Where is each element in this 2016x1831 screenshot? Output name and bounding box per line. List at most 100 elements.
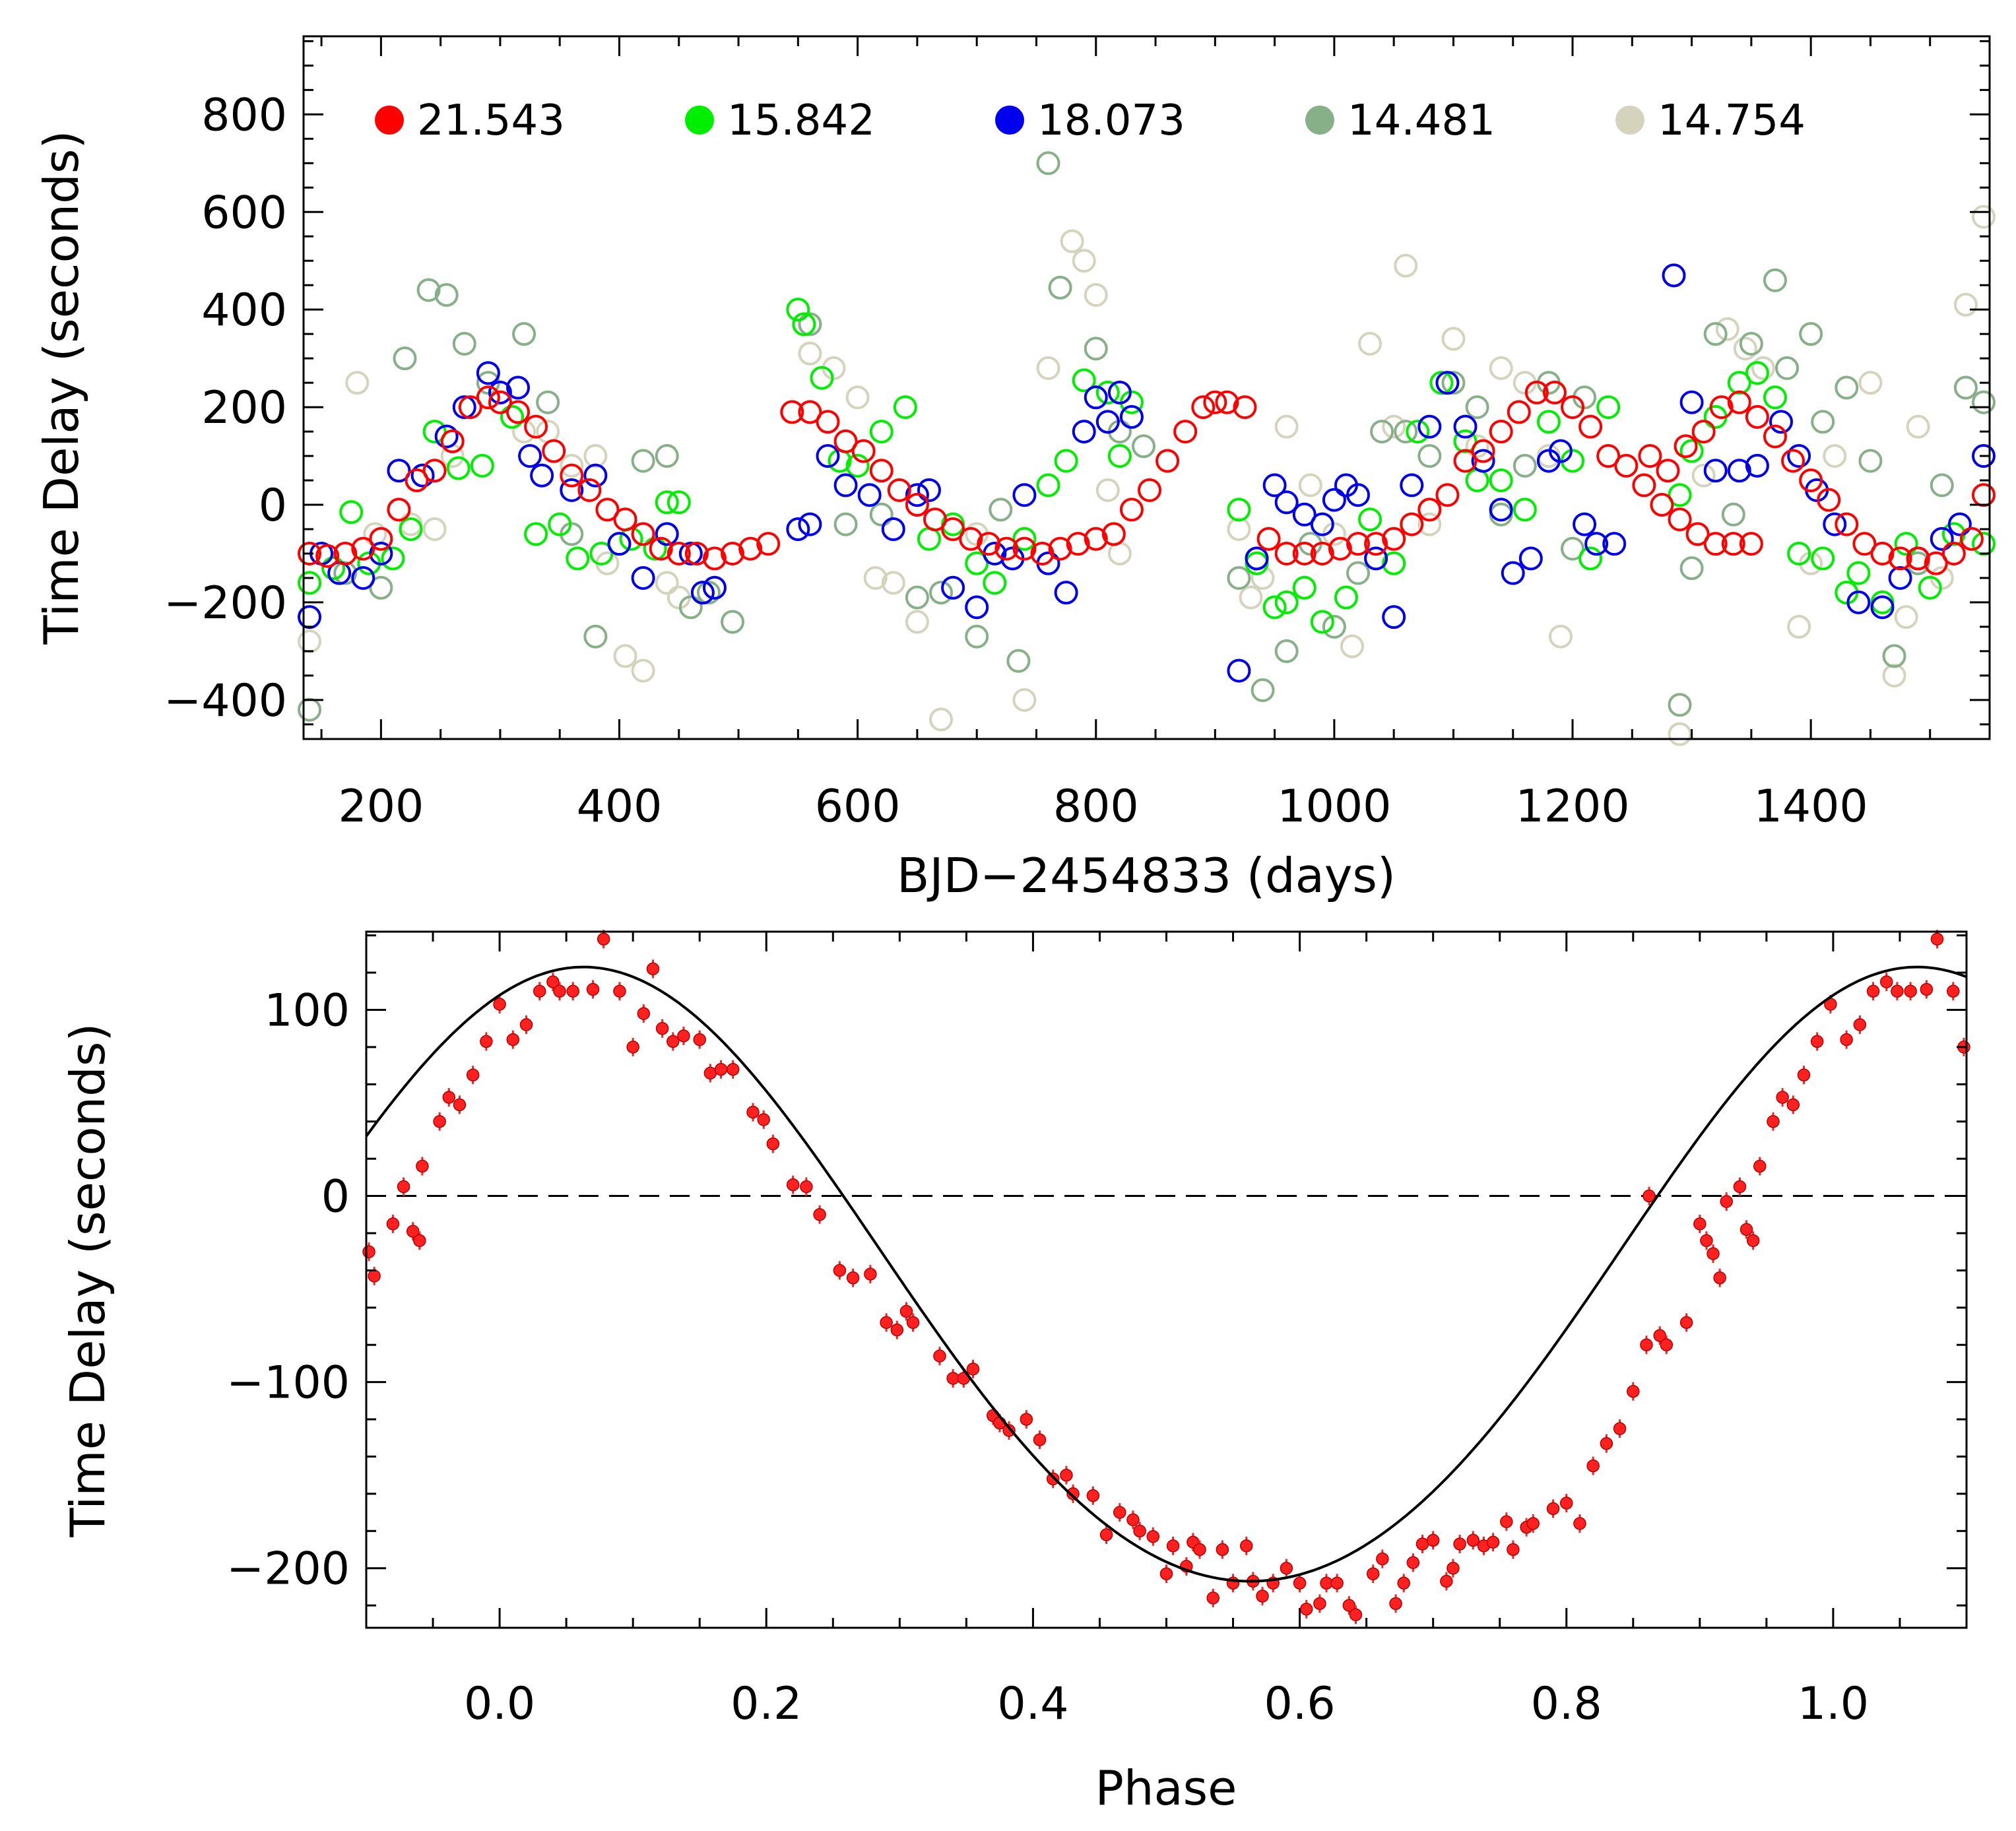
phase-data-point — [1486, 1535, 1500, 1549]
legend-swatch-14.481 — [1305, 106, 1334, 135]
legend-label-18.073: 18.073 — [1037, 96, 1185, 145]
data-point-15.842 — [1382, 551, 1406, 575]
data-point-18.073 — [905, 483, 929, 507]
phase-data-point — [864, 1268, 877, 1281]
data-point-15.842 — [339, 500, 364, 525]
data-point-15.842 — [1668, 483, 1692, 507]
data-point-18.073 — [1489, 498, 1513, 522]
phase-data-point — [1904, 984, 1917, 998]
data-point-21.543 — [977, 532, 1001, 556]
y-tick-label: −200 — [226, 1543, 350, 1595]
data-point-21.543 — [941, 517, 965, 541]
data-point-14.481 — [798, 312, 822, 337]
data-point-21.543 — [1596, 444, 1621, 468]
data-point-15.842 — [1512, 498, 1537, 522]
phase-data-point — [1640, 1338, 1653, 1351]
phase-data-point — [677, 1029, 690, 1043]
data-point-18.073 — [1084, 385, 1108, 410]
data-point-21.543 — [1256, 527, 1281, 551]
data-point-21.543 — [488, 390, 512, 414]
data-point-21.543 — [1638, 444, 1662, 468]
data-point-21.543 — [816, 410, 840, 434]
phase-data-point — [1216, 1543, 1229, 1557]
data-point-18.073 — [488, 380, 512, 404]
data-point-21.543 — [1233, 395, 1257, 420]
data-point-14.481 — [1858, 449, 1883, 473]
data-point-14.481 — [1006, 649, 1031, 673]
data-point-14.754 — [1823, 444, 1847, 468]
data-point-18.073 — [1364, 546, 1388, 571]
data-point-21.543 — [738, 536, 763, 561]
data-point-21.543 — [1435, 483, 1460, 507]
phase-data-point — [1546, 1502, 1560, 1516]
phase-data-point — [433, 1114, 446, 1128]
data-point-14.481 — [1048, 275, 1072, 300]
data-point-18.073 — [1745, 453, 1769, 478]
data-point-21.543 — [1727, 390, 1751, 414]
data-point-21.543 — [1703, 532, 1728, 556]
data-point-18.073 — [917, 478, 941, 502]
phase-data-point — [506, 1033, 520, 1046]
data-point-18.073 — [678, 541, 703, 565]
data-point-18.073 — [1787, 444, 1811, 468]
data-point-21.543 — [1173, 420, 1198, 444]
phase-data-point — [1707, 1247, 1720, 1260]
phase-data-point — [1453, 1537, 1466, 1551]
data-point-15.842 — [1727, 371, 1751, 395]
phase-data-point — [1866, 984, 1880, 998]
data-point-21.543 — [1835, 512, 1859, 536]
phase-data-point — [1466, 1533, 1480, 1547]
data-point-21.543 — [1524, 380, 1549, 404]
data-point-21.543 — [869, 459, 894, 483]
phase-data-point — [726, 1062, 740, 1076]
data-point-18.073 — [583, 463, 608, 488]
data-point-18.073 — [1823, 512, 1847, 536]
phase-data-point — [1746, 1234, 1760, 1248]
data-point-14.481 — [1668, 693, 1692, 717]
data-point-14.481 — [1322, 614, 1346, 639]
data-point-18.073 — [1227, 659, 1251, 683]
x-tick-label: 1.0 — [1798, 1678, 1869, 1730]
data-point-15.842 — [655, 490, 679, 515]
data-point-15.842 — [1763, 385, 1787, 410]
data-point-21.543 — [1471, 439, 1495, 463]
phase-data-point — [1786, 1098, 1800, 1112]
data-point-18.073 — [1012, 483, 1037, 507]
phase-data-point — [1733, 1180, 1747, 1194]
phase-data-point — [946, 1372, 959, 1385]
data-point-18.073 — [1471, 449, 1495, 473]
phase-data-point — [493, 998, 506, 1011]
bottom-panel: 0.0 0.2 0.4 0.6 0.8 1.0 −200 −100 0 100 Phase Tim… — [60, 930, 1970, 1816]
data-point-14.754 — [1012, 688, 1037, 712]
data-point-14.481 — [1274, 639, 1299, 663]
data-point-21.543 — [1310, 541, 1334, 565]
phase-data-point — [1700, 1234, 1713, 1248]
phase-data-point — [714, 1062, 728, 1076]
data-point-15.842 — [1489, 468, 1513, 493]
data-point-14.481 — [1561, 536, 1585, 561]
data-point-15.842 — [422, 420, 447, 444]
data-point-21.543 — [1542, 380, 1567, 404]
data-point-14.754 — [583, 444, 608, 468]
phase-data-point — [1320, 1576, 1333, 1590]
data-point-14.481 — [833, 512, 858, 536]
data-point-14.754 — [905, 610, 929, 634]
data-point-18.073 — [1107, 380, 1132, 404]
data-point-21.543 — [1959, 527, 1984, 551]
y-tick-label: 0 — [321, 1171, 350, 1223]
data-point-18.073 — [1292, 502, 1317, 527]
data-point-21.543 — [298, 541, 322, 565]
x-tick-label: 1200 — [1515, 781, 1629, 833]
top-panel: 200 400 600 800 1000 1200 1400 −400 −200 0 200 400 6… — [34, 35, 1996, 903]
bottom-data-points — [362, 930, 1970, 1624]
data-point-21.543 — [1155, 449, 1180, 473]
data-point-14.754 — [863, 565, 888, 590]
top-data-points — [298, 151, 1996, 746]
data-point-21.543 — [1578, 414, 1603, 439]
data-point-18.073 — [631, 565, 655, 590]
data-point-15.842 — [381, 546, 405, 571]
phase-data-point — [1740, 1223, 1753, 1237]
phase-data-point — [1642, 1189, 1656, 1203]
data-point-14.481 — [989, 498, 1013, 522]
data-point-14.481 — [1346, 561, 1371, 585]
